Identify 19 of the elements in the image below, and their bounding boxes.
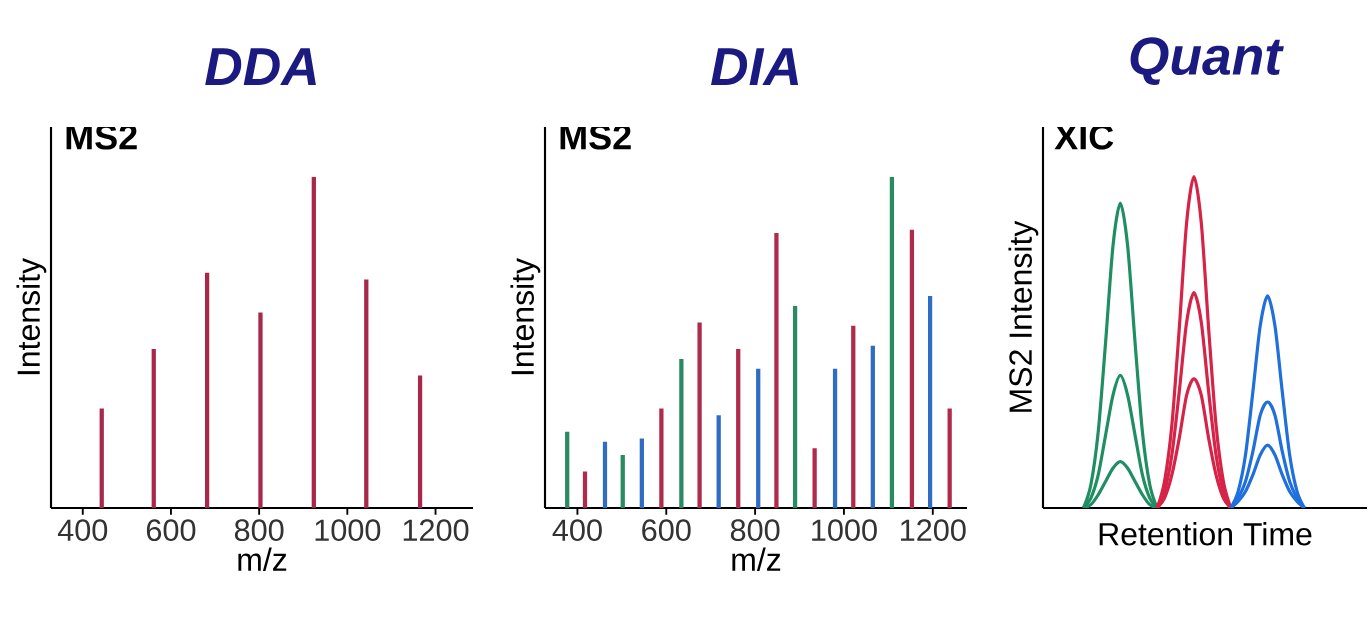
x-tick-label: 800: [234, 519, 284, 542]
x-tick-label: 800: [730, 519, 780, 542]
y-axis-title: Intensity: [16, 257, 47, 375]
y-axis-title: Intensity: [510, 257, 541, 375]
x-tick-label: 400: [57, 519, 108, 542]
y-axis-title: MS2 Intensity: [1008, 220, 1039, 412]
chart-title: Quant: [1130, 37, 1284, 85]
x-tick-label: 600: [146, 519, 196, 542]
x-axis-title: Retention Time: [1099, 522, 1312, 546]
x-tick-label: 1200: [901, 519, 966, 542]
x-axis-title: m/z: [732, 547, 781, 572]
x-tick-label: 1200: [403, 519, 469, 542]
x-tick-label: 1000: [812, 519, 877, 542]
chart-title: DDA: [205, 48, 316, 85]
chart-title: DIA: [711, 48, 799, 85]
x-tick-label: 400: [552, 519, 602, 542]
x-tick-label: 1000: [315, 519, 381, 542]
x-tick-label: 600: [642, 519, 691, 542]
x-axis-title: m/z: [238, 547, 287, 572]
